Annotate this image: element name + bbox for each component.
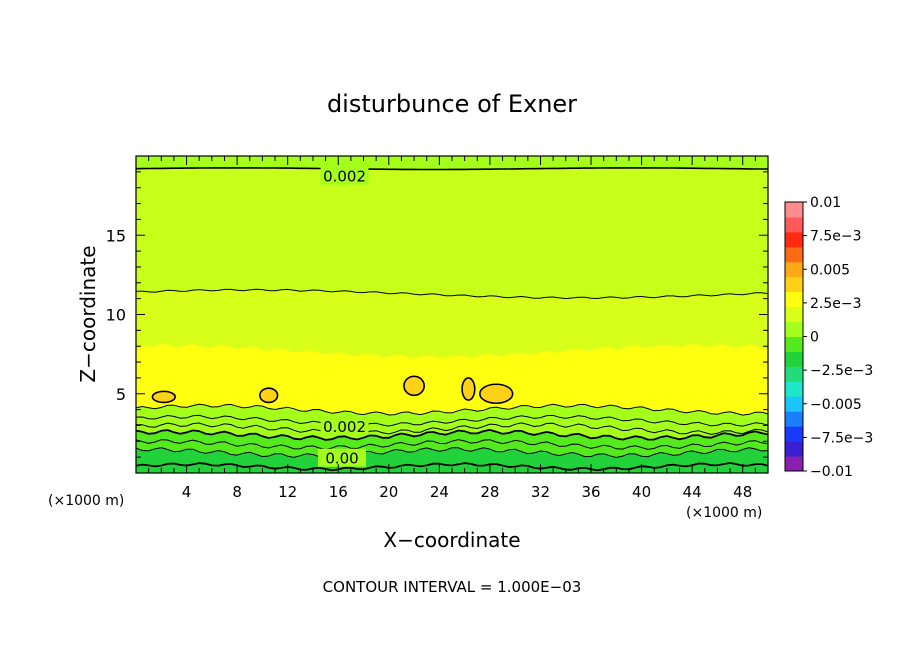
contour-line-8: [135, 462, 769, 472]
contour-label-0: 0.002: [323, 168, 366, 186]
x-tick-label: 36: [581, 483, 600, 501]
contour-label-2: 0.00: [325, 450, 358, 468]
contour-labels: 0.002 0.002 0.00: [318, 166, 369, 468]
contour-blob-3: [461, 377, 476, 401]
colorbar: [784, 201, 804, 472]
colorbar-labels: 0.01 7.5e−3 0.005 2.5e−3 0 −2.5e−3 −0.005 −7.5e…: [803, 195, 873, 480]
colorbar-swatch: [785, 276, 803, 293]
contour-line-1: [135, 288, 769, 300]
x-tick-label: 4: [182, 483, 192, 501]
y-tick-label: 15: [106, 226, 126, 245]
x-tick-label: 32: [531, 483, 550, 501]
axis-ticks: [136, 156, 768, 473]
colorbar-label: −2.5e−3: [810, 363, 873, 379]
chart-title: disturbunce of Exner: [327, 90, 577, 118]
y-tick-label: 5: [116, 385, 126, 404]
colorbar-swatch: [785, 441, 803, 457]
colorbar-label: −0.005: [810, 397, 862, 413]
x-tick-label: 28: [480, 483, 499, 501]
contour-line-5: [135, 428, 769, 441]
x-tick-label: 12: [278, 483, 297, 501]
colorbar-label: 0: [810, 330, 819, 346]
x-tick-label: 24: [430, 483, 449, 501]
x-tick-label: 8: [232, 483, 242, 501]
y-axis-label: Z−coordinate: [76, 245, 100, 382]
contour-blob-1: [259, 387, 279, 404]
colorbar-label: 0.005: [810, 262, 850, 278]
contour-interval-note: CONTOUR INTERVAL = 1.000E−03: [323, 578, 582, 596]
colorbar-swatch: [785, 202, 803, 218]
colorbar-label: 0.01: [810, 195, 841, 211]
contour-lines: [135, 167, 769, 472]
contour-line-4: [135, 422, 769, 435]
colorbar-swatch: [785, 336, 803, 352]
x-tick-label: 48: [733, 483, 752, 501]
yellow-blobs: [151, 375, 514, 405]
contour-line-2: [135, 403, 769, 416]
colorbar-label: −0.01: [810, 464, 853, 480]
colorbar-swatch: [785, 291, 803, 308]
colorbar-swatch: [785, 231, 803, 248]
contour-line-6: [135, 439, 769, 451]
colorbar-swatch: [785, 381, 803, 397]
contour-label-bg-0: [320, 166, 369, 185]
contour-line-3: [135, 414, 769, 427]
contour-line-0: [135, 167, 769, 171]
colorbar-swatch: [785, 411, 803, 427]
colorbar-swatch: [785, 246, 803, 263]
colorbar-swatch: [785, 216, 803, 233]
colorbar-label: 2.5e−3: [810, 296, 862, 312]
colorbar-swatch: [785, 426, 803, 442]
colorbar-swatch: [785, 456, 803, 472]
colorbar-swatch: [785, 351, 803, 367]
contour-blob-2: [403, 375, 425, 397]
contour-blob-0: [151, 390, 176, 404]
colorbar-label: −7.5e−3: [810, 430, 873, 446]
x-tick-label: 16: [329, 483, 348, 501]
band-mid: [136, 289, 768, 358]
y-tick-labels: 5 10 15: [106, 226, 126, 404]
contour-blob-4: [479, 383, 514, 405]
contour-label-bg-2: [318, 448, 367, 467]
colorbar-swatch: [785, 396, 803, 412]
x-unit-label-left: (×1000 m): [48, 493, 124, 509]
colorbar-swatch: [785, 261, 803, 278]
y-tick-label: 10: [106, 306, 126, 325]
contour-label-bg-1: [320, 417, 369, 436]
contour-label-1: 0.002: [323, 418, 366, 436]
x-tick-label: 44: [683, 483, 702, 501]
plot-area: 0.002 0.002 0.00: [135, 155, 769, 474]
band-low-3: [136, 447, 768, 473]
colorbar-swatch: [785, 306, 803, 323]
x-tick-label: 40: [632, 483, 651, 501]
x-tick-labels: 4 8 12 16 20 24 28 32 36 40 44 48: [182, 483, 752, 501]
colorbar-swatch: [785, 321, 803, 337]
colorbar-swatch: [785, 366, 803, 382]
band-upper-mid: [136, 167, 768, 299]
x-unit-label-right: (×1000 m): [686, 505, 762, 521]
color-bands: [136, 156, 768, 473]
colorbar-label: 7.5e−3: [810, 229, 862, 245]
x-axis-label: X−coordinate: [383, 528, 520, 552]
x-tick-label: 20: [379, 483, 398, 501]
band-top: [136, 156, 768, 170]
band-core: [136, 343, 768, 416]
contour-line-7: [135, 447, 769, 459]
